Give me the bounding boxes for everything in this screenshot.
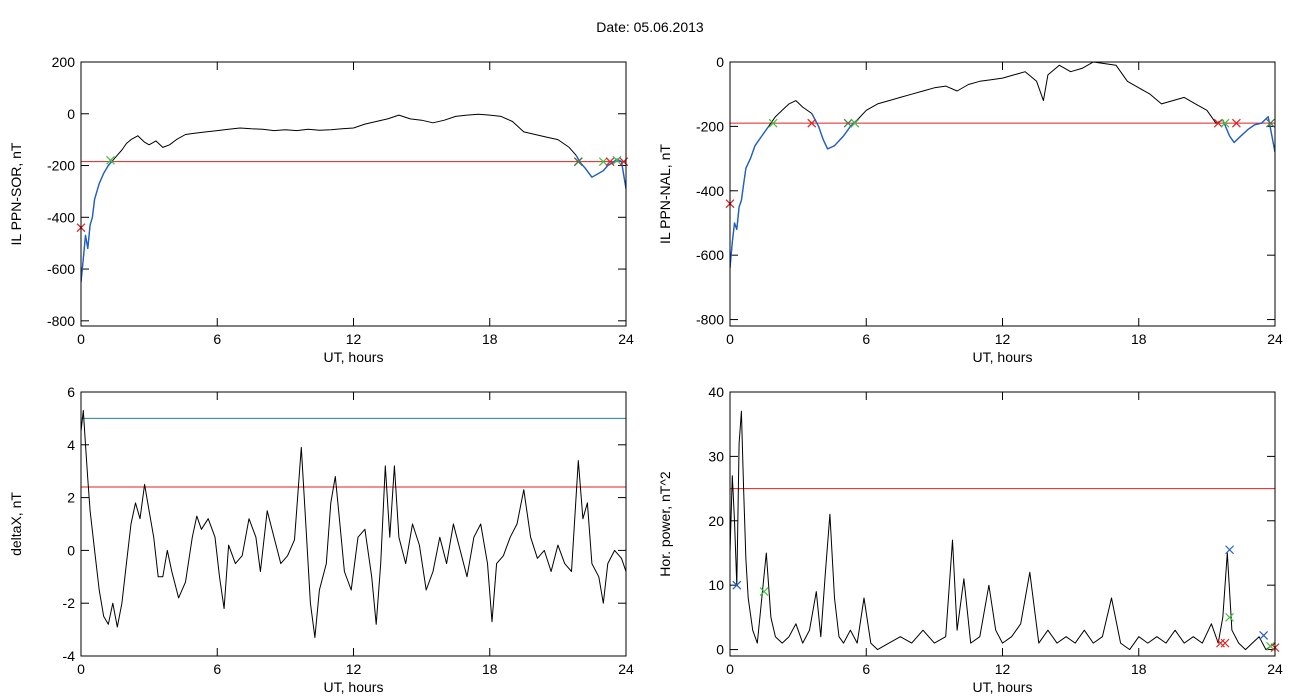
y-axis-label: IL PPN-NAL, nT [657,144,673,244]
y-tick-label: 30 [708,448,724,464]
cross-marker [1225,612,1235,622]
cross-marker [843,118,853,128]
page-title: Date: 05.06.2013 [596,19,704,35]
y-axis-label: deltaX, nT [8,492,24,556]
y-tick-label: -200 [696,118,724,134]
y-tick-label: 0 [67,542,75,558]
cross-marker [605,157,615,167]
x-axis-label: UT, hours [324,679,384,695]
y-tick-label: -200 [47,158,75,174]
y-tick-label: -4 [63,648,76,664]
plot-frame [80,391,627,657]
y-tick-label: 4 [67,437,75,453]
plot-frame [729,61,1276,327]
cross-marker [1266,118,1275,128]
cross-marker [573,157,583,167]
plot-frame [80,61,627,327]
y-tick-label: 20 [708,513,724,529]
plot-frame [729,391,1276,657]
x-tick-label: 12 [346,661,362,677]
cross-marker [807,118,817,128]
y-tick-label: 2 [67,490,75,506]
series-line [575,154,626,189]
series-line [81,113,626,283]
series-line [730,125,770,269]
series-line [1222,115,1275,153]
cross-marker [106,155,115,165]
series-group [81,410,626,638]
x-tick-label: 18 [482,331,498,347]
plot-il-ppn-nal: 0 6 12 18 24 -800 -600 -400 -200 0 UT, hours IL PPN… [657,54,1283,365]
cross-marker [1259,630,1269,640]
x-tick-label: 0 [77,331,85,347]
cross-marker [1213,118,1223,128]
plot-hor-power: 0 6 12 18 24 0 10 20 30 40 UT, hours Hor. power, nT… [657,384,1283,695]
y-axis-label: Hor. power, nT^2 [657,471,673,577]
cross-marker [768,118,778,128]
x-tick-label: 18 [1131,661,1147,677]
y-tick-label: -400 [47,209,75,225]
x-tick-label: 12 [995,331,1011,347]
series-group [730,62,1275,269]
x-tick-label: 24 [1267,331,1283,347]
cross-marker [1220,118,1230,128]
plot-il-ppn-sor: 0 6 12 18 24 -800 -600 -400 -200 0 200 UT, hours IL … [8,54,634,365]
cross-marker [759,587,769,597]
x-axis-label: UT, hours [973,349,1033,365]
y-tick-label: 10 [708,577,724,593]
x-tick-label: 6 [862,331,870,347]
x-tick-label: 18 [1131,331,1147,347]
cross-marker [1225,545,1235,555]
x-tick-label: 0 [726,331,734,347]
y-tick-label: 0 [716,54,724,70]
cross-marker [1231,118,1241,128]
x-tick-label: 12 [346,331,362,347]
y-tick-label: 6 [67,384,75,400]
cross-marker [1220,638,1230,648]
y-tick-label: 0 [67,106,75,122]
series-line [811,113,858,150]
x-tick-label: 0 [726,661,734,677]
series-group [730,410,1275,651]
series-group [81,113,626,283]
x-tick-label: 0 [77,661,85,677]
y-tick-label: -600 [696,247,724,263]
x-tick-label: 6 [862,661,870,677]
x-tick-label: 24 [618,661,634,677]
y-tick-label: 200 [52,54,76,70]
x-tick-label: 24 [618,331,634,347]
series-line [81,159,114,283]
cross-marker [598,157,608,167]
x-axis-label: UT, hours [973,679,1033,695]
y-tick-label: -400 [696,183,724,199]
y-tick-label: -2 [63,595,76,611]
x-axis-label: UT, hours [324,349,384,365]
x-tick-label: 12 [995,661,1011,677]
x-tick-label: 6 [213,331,221,347]
y-tick-label: -800 [696,312,724,328]
x-tick-label: 6 [213,661,221,677]
series-line [730,62,1275,269]
cross-marker [850,118,860,128]
y-axis-label: IL PPN-SOR, nT [8,142,24,245]
series-line [730,410,1275,651]
x-tick-label: 18 [482,661,498,677]
series-line [81,410,626,638]
y-tick-label: 40 [708,384,724,400]
y-tick-label: 0 [716,642,724,658]
cross-marker [732,580,742,590]
x-tick-label: 24 [1267,661,1283,677]
cross-marker [612,155,622,165]
y-tick-label: -600 [47,261,75,277]
y-tick-label: -800 [47,313,75,329]
